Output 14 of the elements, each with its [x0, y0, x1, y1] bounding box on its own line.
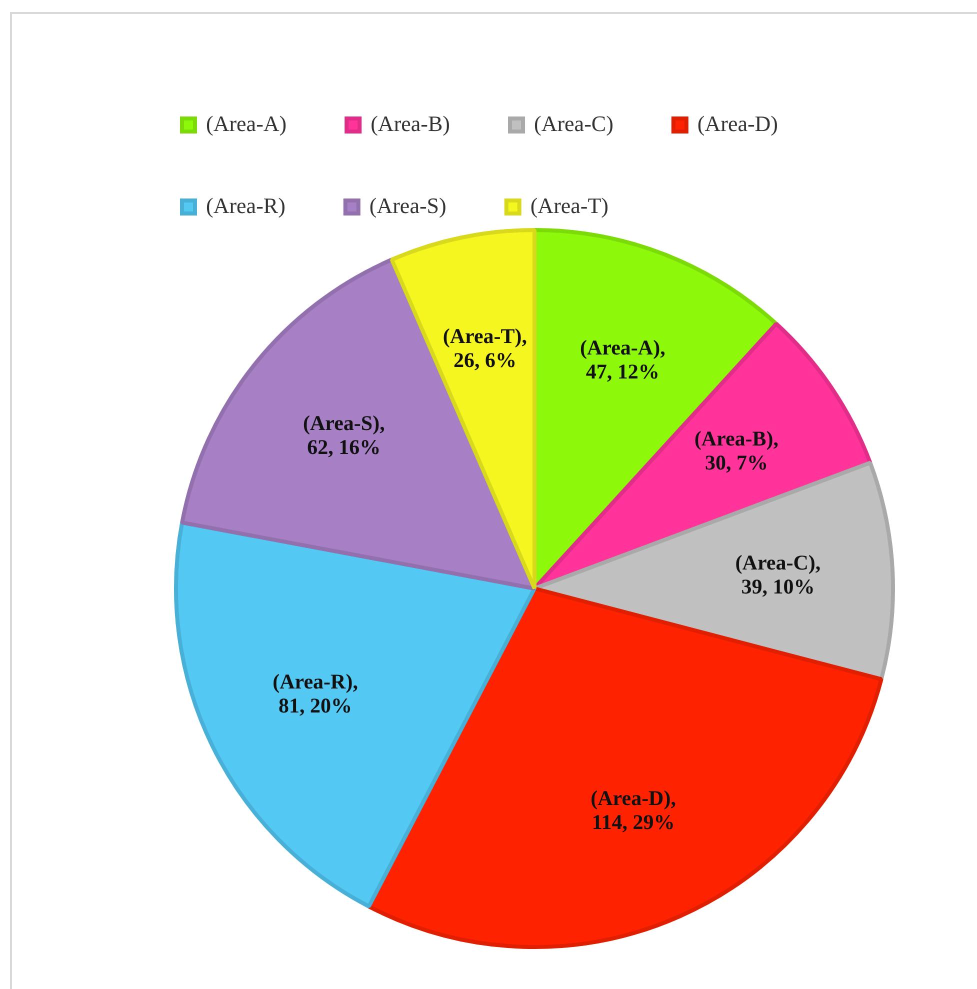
- legend-label: (Area-C): [534, 110, 614, 136]
- legend-label: (Area-B): [370, 110, 450, 136]
- legend-label: (Area-T): [530, 192, 609, 218]
- data-label: (Area-D), 114, 29%: [590, 786, 676, 834]
- data-label: (Area-S), 62, 16%: [302, 410, 385, 459]
- legend-label: (Area-D): [697, 110, 778, 136]
- data-label: (Area-C), 39, 10%: [735, 550, 821, 598]
- data-label: (Area-A), 47, 12%: [580, 336, 666, 384]
- data-label: (Area-B), 30, 7%: [694, 426, 779, 474]
- legend-label: (Area-S): [369, 192, 446, 218]
- data-label: (Area-R), 81, 20%: [272, 670, 358, 718]
- data-label: (Area-T), 26, 6%: [442, 324, 528, 372]
- legend-label: (Area-R): [206, 192, 286, 218]
- legend-label: (Area-A): [206, 110, 287, 136]
